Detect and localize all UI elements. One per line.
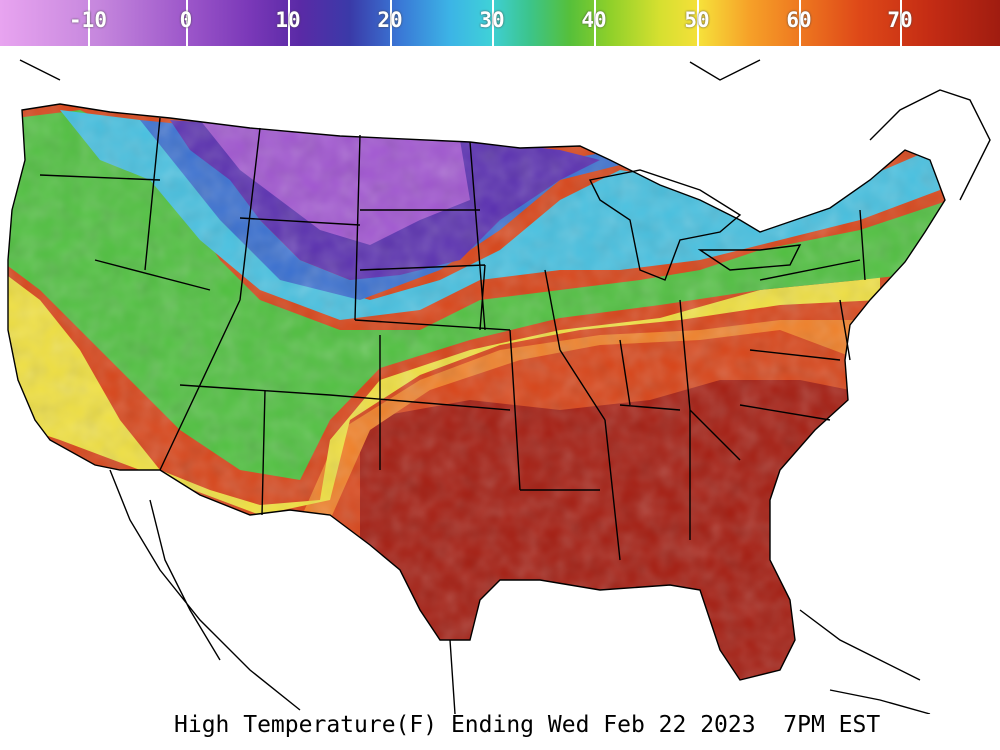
legend-tick-mark [697, 0, 699, 46]
canada-coast [19, 59, 991, 714]
legend-tick-label: 30 [479, 8, 505, 32]
legend-tick-label: 0 [179, 8, 193, 32]
border-lines [39, 117, 866, 561]
legend-tick-mark [799, 0, 801, 46]
legend-tick-label: -10 [69, 8, 107, 32]
legend-tick-label: 70 [887, 8, 913, 32]
map-caption: High Temperature(F) Ending Wed Feb 22 20… [174, 712, 881, 738]
mexico-coast [109, 469, 456, 714]
legend-tick-mark [492, 0, 494, 46]
legend-tick-mark [594, 0, 596, 46]
us-temperature-map [7, 59, 991, 714]
state-borders [7, 59, 991, 714]
legend-tick-label: 20 [377, 8, 403, 32]
legend-tick-mark [288, 0, 290, 46]
legend-tick-label: 50 [684, 8, 710, 32]
legend-tick-label: 60 [786, 8, 812, 32]
legend-tick-mark [88, 0, 90, 46]
legend-tick-mark [390, 0, 392, 46]
legend-tick-label: 10 [275, 8, 301, 32]
legend-tick-label: 40 [581, 8, 607, 32]
legend-tick-mark [186, 0, 188, 46]
great-lakes [588, 169, 802, 281]
temperature-color-scale [0, 0, 1000, 46]
legend-tick-mark [900, 0, 902, 46]
